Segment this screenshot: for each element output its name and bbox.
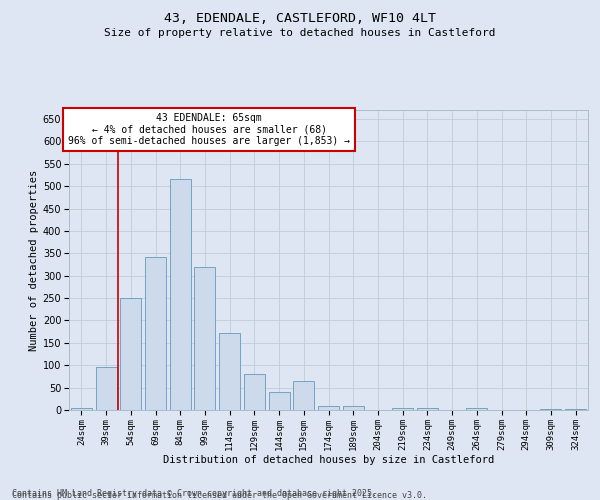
- Bar: [417, 408, 438, 410]
- Bar: [145, 257, 166, 410]
- Text: Size of property relative to detached houses in Castleford: Size of property relative to detached ho…: [104, 28, 496, 38]
- Text: Contains HM Land Registry data © Crown copyright and database right 2025.: Contains HM Land Registry data © Crown c…: [12, 488, 377, 498]
- Bar: [194, 266, 215, 410]
- Bar: [244, 374, 265, 410]
- Bar: [466, 408, 487, 410]
- Bar: [269, 392, 290, 410]
- Bar: [170, 180, 191, 410]
- Bar: [318, 406, 339, 410]
- Bar: [343, 406, 364, 410]
- Bar: [293, 381, 314, 410]
- Bar: [95, 366, 116, 410]
- Bar: [565, 408, 586, 410]
- Bar: [541, 408, 562, 410]
- Bar: [120, 298, 141, 410]
- Y-axis label: Number of detached properties: Number of detached properties: [29, 170, 38, 350]
- Bar: [71, 408, 92, 410]
- Bar: [219, 332, 240, 410]
- Text: 43, EDENDALE, CASTLEFORD, WF10 4LT: 43, EDENDALE, CASTLEFORD, WF10 4LT: [164, 12, 436, 26]
- X-axis label: Distribution of detached houses by size in Castleford: Distribution of detached houses by size …: [163, 456, 494, 466]
- Bar: [392, 408, 413, 410]
- Text: Contains public sector information licensed under the Open Government Licence v3: Contains public sector information licen…: [12, 491, 427, 500]
- Text: 43 EDENDALE: 65sqm
← 4% of detached houses are smaller (68)
96% of semi-detached: 43 EDENDALE: 65sqm ← 4% of detached hous…: [68, 113, 350, 146]
